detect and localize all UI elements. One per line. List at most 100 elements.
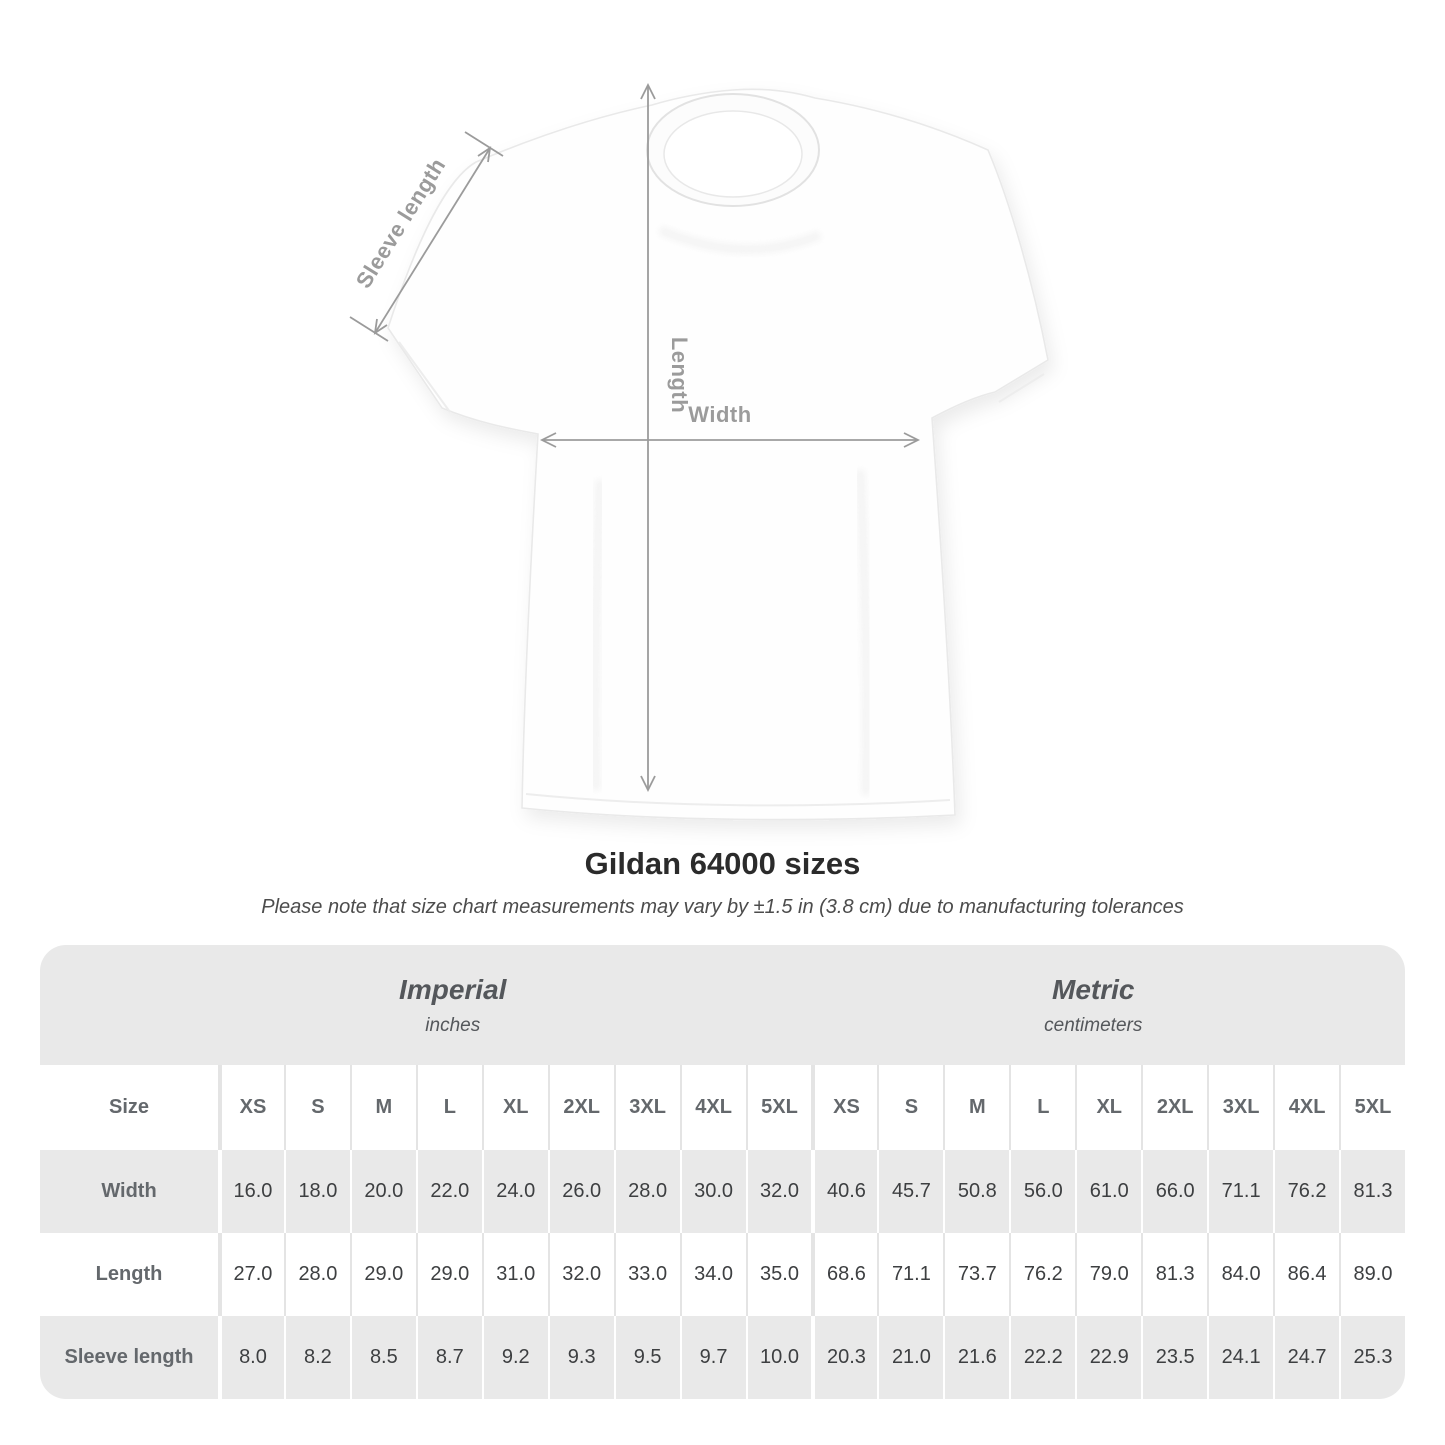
value-cell: 16.0 [218, 1150, 284, 1233]
table-row: Width 16.0 18.0 20.0 22.0 24.0 26.0 28.0 30.0 32.… [40, 1150, 1405, 1233]
value-cell: 9.7 [679, 1316, 746, 1399]
row-label: Length [95, 1263, 163, 1285]
value-cell: 34.0 [679, 1233, 746, 1316]
value-cell: 27.0 [218, 1233, 284, 1316]
value-cell: 8.0 [218, 1316, 284, 1399]
value-cell: 28.0 [283, 1233, 350, 1316]
size-header: 2XL [547, 1065, 614, 1150]
value-cell: 29.0 [415, 1233, 482, 1316]
value-cell: 50.8 [943, 1150, 1009, 1233]
value-cell: 73.7 [943, 1233, 1009, 1316]
value-cell: 66.0 [1141, 1150, 1207, 1233]
value-cell: 25.3 [1339, 1316, 1405, 1399]
size-header: XS [218, 1065, 284, 1150]
imperial-label: Imperial [399, 973, 507, 1005]
value-cell: 9.5 [613, 1316, 680, 1399]
size-header: M [943, 1065, 1009, 1150]
size-header: 5XL [1339, 1065, 1405, 1150]
tshirt-diagram: Sleeve length Length Width [349, 82, 1049, 821]
value-cell: 71.1 [877, 1233, 943, 1316]
value-cell: 45.7 [877, 1150, 943, 1233]
size-corner-header: Size [108, 1096, 150, 1118]
size-header: 4XL [1273, 1065, 1339, 1150]
metric-group: Metric centimeters [812, 945, 1406, 1065]
value-cell: 8.2 [283, 1316, 350, 1399]
value-cell: 33.0 [613, 1233, 680, 1316]
value-cell: 79.0 [1075, 1233, 1141, 1316]
unit-group-header: Imperial inches Metric centimeters [40, 945, 1405, 1065]
size-header: S [877, 1065, 943, 1150]
value-cell: 30.0 [679, 1150, 746, 1233]
value-cell: 8.5 [349, 1316, 416, 1399]
size-header: L [1009, 1065, 1075, 1150]
value-cell: 84.0 [1207, 1233, 1273, 1316]
value-cell: 20.0 [349, 1150, 416, 1233]
metric-label: Metric [1052, 973, 1135, 1005]
value-cell: 24.0 [481, 1150, 548, 1233]
imperial-group: Imperial inches [40, 945, 812, 1065]
size-header: S [283, 1065, 350, 1150]
value-cell: 10.0 [745, 1316, 812, 1399]
length-arrow [640, 82, 656, 793]
row-label: Width [101, 1180, 157, 1202]
table-row: Size XS S M L XL 2XL 3XL 4XL 5XL XS S M L XL 2XL 3XL 4XL 5… [40, 1065, 1405, 1150]
value-cell: 89.0 [1339, 1233, 1405, 1316]
value-cell: 86.4 [1273, 1233, 1339, 1316]
value-cell: 9.2 [481, 1316, 548, 1399]
size-header: 5XL [745, 1065, 812, 1150]
size-header: 2XL [1141, 1065, 1207, 1150]
value-cell: 22.2 [1009, 1316, 1075, 1399]
value-cell: 71.1 [1207, 1150, 1273, 1233]
value-cell: 32.0 [745, 1150, 812, 1233]
value-cell: 81.3 [1141, 1233, 1207, 1316]
size-table: Imperial inches Metric centimeters Size X… [40, 945, 1405, 1399]
collar-inner [663, 110, 803, 198]
tshirt-shape [387, 88, 1049, 821]
value-cell: 76.2 [1273, 1150, 1339, 1233]
value-cell: 76.2 [1009, 1233, 1075, 1316]
size-header: 3XL [613, 1065, 680, 1150]
table-row: Sleeve length 8.0 8.2 8.5 8.7 9.2 9.3 9.5 9.7 10.… [40, 1316, 1405, 1399]
imperial-units: inches [425, 1014, 481, 1036]
value-cell: 24.7 [1273, 1316, 1339, 1399]
value-cell: 31.0 [481, 1233, 548, 1316]
value-cell: 61.0 [1075, 1150, 1141, 1233]
page-title: Gildan 64000 sizes [584, 846, 861, 881]
size-header: M [349, 1065, 416, 1150]
value-cell: 81.3 [1339, 1150, 1405, 1233]
value-cell: 24.1 [1207, 1316, 1273, 1399]
value-cell: 18.0 [283, 1150, 350, 1233]
table-row: Length 27.0 28.0 29.0 29.0 31.0 32.0 33.0 34.0 35… [40, 1233, 1405, 1316]
value-cell: 21.0 [877, 1316, 943, 1399]
size-header: XL [1075, 1065, 1141, 1150]
value-cell: 8.7 [415, 1316, 482, 1399]
value-cell: 20.3 [811, 1316, 877, 1399]
value-cell: 9.3 [547, 1316, 614, 1399]
length-label: Length [667, 337, 692, 413]
sleeve-length-arrow [349, 131, 504, 342]
value-cell: 26.0 [547, 1150, 614, 1233]
row-label: Sleeve length [64, 1346, 194, 1368]
width-arrow [539, 432, 921, 448]
size-header: XS [811, 1065, 877, 1150]
value-cell: 68.6 [811, 1233, 877, 1316]
size-header: L [415, 1065, 482, 1150]
value-cell: 56.0 [1009, 1150, 1075, 1233]
size-header: 3XL [1207, 1065, 1273, 1150]
size-header: XL [481, 1065, 548, 1150]
value-cell: 21.6 [943, 1316, 1009, 1399]
tolerance-note: Please note that size chart measurements… [261, 896, 1184, 918]
value-cell: 35.0 [745, 1233, 812, 1316]
size-table-body: Size XS S M L XL 2XL 3XL 4XL 5XL XS S M L XL 2XL 3XL 4XL 5… [40, 1065, 1405, 1399]
value-cell: 29.0 [349, 1233, 416, 1316]
value-cell: 22.9 [1075, 1316, 1141, 1399]
value-cell: 23.5 [1141, 1316, 1207, 1399]
value-cell: 32.0 [547, 1233, 614, 1316]
metric-units: centimeters [1044, 1014, 1143, 1036]
value-cell: 28.0 [613, 1150, 680, 1233]
width-label: Width [688, 402, 751, 427]
value-cell: 22.0 [415, 1150, 482, 1233]
value-cell: 40.6 [811, 1150, 877, 1233]
size-header: 4XL [679, 1065, 746, 1150]
